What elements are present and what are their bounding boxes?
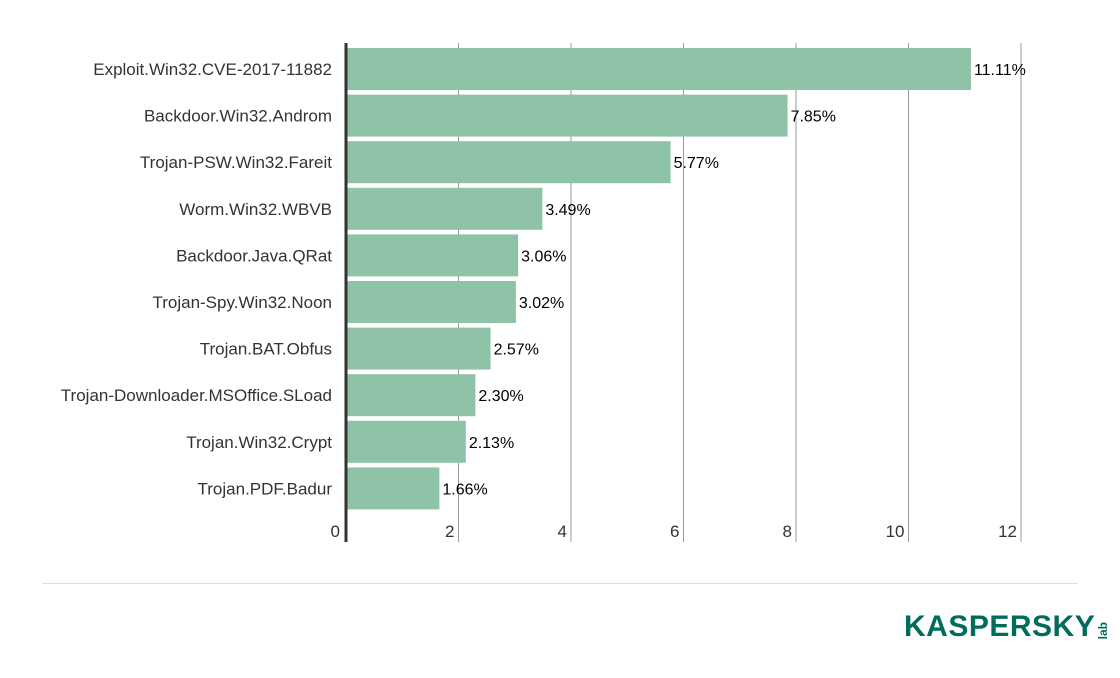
- x-tick-label: 6: [670, 522, 679, 541]
- bar: [346, 187, 543, 230]
- bar-chart: Exploit.Win32.CVE-2017-11882 Backdoor.Win…: [61, 43, 1026, 542]
- logo-wordmark: KASPERSKY: [904, 610, 1096, 643]
- bar: [346, 141, 671, 184]
- data-label: 2.13%: [469, 435, 514, 452]
- footer-divider: [42, 583, 1078, 584]
- chart-svg: Exploit.Win32.CVE-2017-11882 Backdoor.Win…: [61, 43, 1026, 542]
- category-label: Backdoor.Win32.Androm: [144, 107, 332, 126]
- bar: [346, 234, 519, 277]
- bar: [346, 94, 788, 137]
- category-label: Exploit.Win32.CVE-2017-11882: [93, 60, 332, 79]
- bar: [346, 467, 440, 510]
- x-tick-label: 8: [783, 522, 792, 541]
- data-label: 7.85%: [791, 109, 836, 126]
- category-label: Trojan.BAT.Obfus: [200, 340, 332, 359]
- x-tick-label: 2: [445, 522, 454, 541]
- data-label: 5.77%: [674, 155, 719, 172]
- category-label: Trojan-Downloader.MSOffice.SLoad: [61, 386, 332, 405]
- data-label: 11.11%: [974, 62, 1026, 79]
- data-label: 2.30%: [478, 388, 523, 405]
- kaspersky-logo: KASPERSKY lab: [904, 610, 1111, 643]
- logo-suffix: lab: [1096, 621, 1111, 639]
- data-label: 2.57%: [494, 342, 539, 359]
- bar: [346, 281, 516, 323]
- data-label: 1.66%: [442, 481, 487, 498]
- bar: [346, 420, 466, 463]
- x-tick-label: 0: [331, 522, 340, 541]
- category-label: Trojan-Spy.Win32.Noon: [152, 293, 332, 312]
- category-label: Trojan-PSW.Win32.Fareit: [140, 153, 332, 172]
- x-tick-label: 12: [998, 522, 1017, 541]
- category-label: Backdoor.Java.QRat: [176, 246, 332, 265]
- x-tick-label: 4: [558, 522, 567, 541]
- x-tick-label: 10: [886, 522, 905, 541]
- data-label: 3.49%: [545, 202, 590, 219]
- category-label: Trojan.PDF.Badur: [198, 479, 333, 498]
- category-label: Trojan.Win32.Crypt: [186, 433, 332, 452]
- bar: [346, 374, 476, 417]
- data-label: 3.06%: [521, 248, 566, 265]
- data-label: 3.02%: [519, 295, 564, 312]
- bar: [346, 48, 971, 90]
- category-label: Worm.Win32.WBVB: [179, 200, 332, 219]
- bar: [346, 327, 491, 370]
